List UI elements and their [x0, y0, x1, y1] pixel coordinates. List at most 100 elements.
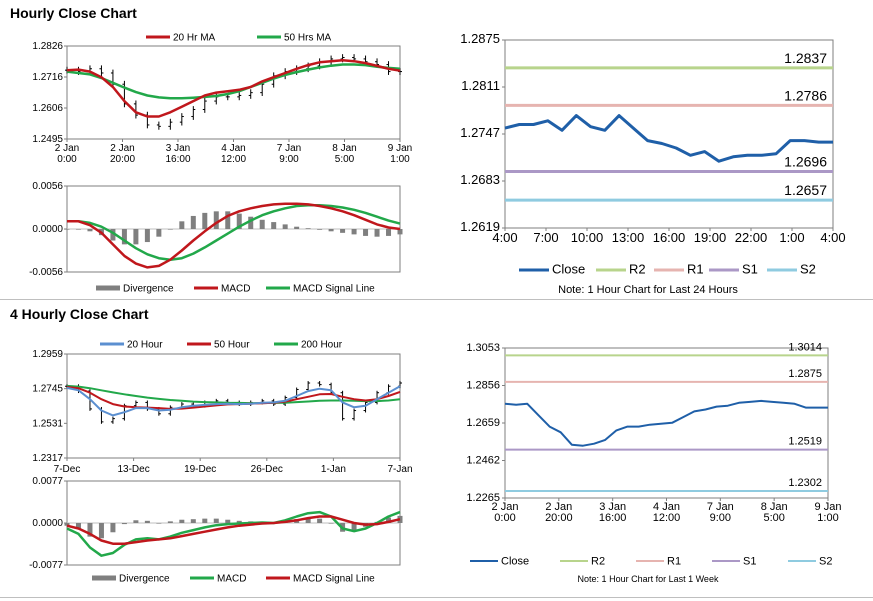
four-hourly-section-title: 4 Hourly Close Chart	[10, 306, 149, 322]
divergence-bar	[236, 213, 242, 229]
divergence-bar	[64, 229, 70, 230]
legend-label: R1	[687, 262, 704, 277]
legend-item: S2	[767, 262, 816, 277]
x-tick-label: 4:00	[492, 230, 517, 245]
legend-item: MACD	[190, 574, 246, 585]
y-tick-label: 1.2619	[460, 219, 500, 234]
ma50-line	[66, 63, 401, 100]
legend-label: Divergence	[119, 574, 170, 585]
legend-label: 20 Hr MA	[173, 33, 216, 44]
legend-label: Divergence	[123, 284, 174, 295]
level-label-r2: 1.2837	[784, 50, 827, 66]
x-tick-label: 8 Jan	[332, 143, 356, 154]
y-tick-label: -0.0077	[29, 560, 63, 571]
divergence-bar	[397, 229, 403, 235]
y-tick-label: -0.0056	[29, 267, 63, 278]
divergence-bar	[225, 211, 231, 229]
divergence-bar	[190, 519, 196, 523]
divergence-bar	[340, 229, 346, 233]
x-tick-label: 5:00	[763, 512, 784, 524]
legend-item: R2	[596, 262, 646, 277]
legend-label: 50 Hour	[214, 340, 250, 351]
y-tick-label: 1.3053	[466, 342, 500, 354]
divergence-bar	[202, 212, 208, 229]
divergence-bar	[386, 517, 392, 523]
legend-label: 200 Hour	[301, 340, 343, 351]
divergence-bar	[317, 518, 323, 523]
divergence-bar	[351, 229, 357, 235]
legend-label: MACD	[217, 574, 246, 585]
y-tick-label: 1.2811	[461, 78, 500, 93]
x-tick-label: 13:00	[612, 230, 645, 245]
legend-item: S2	[788, 556, 832, 568]
macd-signal-line	[67, 203, 401, 261]
legend-item: S1	[712, 556, 756, 568]
y-tick-label: 1.2826	[32, 41, 63, 52]
y-tick-label: 1.2462	[466, 455, 500, 467]
y-tick-label: 1.2875	[460, 31, 500, 46]
x-tick-label: 16:00	[653, 230, 686, 245]
y-tick-label: 1.2659	[466, 417, 500, 429]
x-tick-label: 1:00	[817, 512, 838, 524]
legend-item: MACD Signal Line	[266, 284, 375, 295]
divergence-bar	[133, 229, 139, 245]
macd-line	[67, 202, 401, 269]
divergence-bar	[328, 229, 334, 232]
y-tick-label: 1.2856	[466, 380, 500, 392]
y-tick-label: 1.2683	[460, 172, 500, 187]
legend-label: MACD Signal Line	[293, 574, 375, 585]
y-tick-label: 1.2716	[32, 72, 63, 83]
divergence-bar	[121, 523, 127, 525]
divergence-bar	[167, 229, 173, 230]
legend-item: Close	[519, 262, 585, 277]
x-tick-label: 2 Jan	[545, 501, 572, 513]
divergence-bar	[236, 520, 242, 523]
legend-label: R1	[667, 556, 681, 568]
x-tick-label: 3 Jan	[166, 143, 190, 154]
y-tick-label: 1.2747	[460, 125, 500, 140]
macd-line	[66, 510, 401, 557]
x-tick-label: 7 Jan	[277, 143, 301, 154]
x-tick-label: 8 Jan	[761, 501, 788, 513]
legend-item: 50 Hour	[187, 340, 250, 351]
x-tick-label: 1:00	[779, 230, 804, 245]
divergence-bar	[167, 521, 173, 523]
y-tick-label: 0.0077	[32, 476, 63, 487]
divergence-bar	[363, 229, 369, 236]
x-tick-label: 2 Jan	[55, 143, 79, 154]
divergence-bar	[271, 222, 277, 229]
x-tick-label: 19:00	[694, 230, 727, 245]
legend-item: R2	[560, 556, 605, 568]
legend-label: S1	[743, 556, 756, 568]
x-tick-label: 7:00	[533, 230, 558, 245]
x-tick-label: 12:00	[221, 154, 246, 165]
legend-item: S1	[709, 262, 758, 277]
legend-label: S2	[819, 556, 832, 568]
legend-item: Divergence	[96, 284, 174, 295]
x-tick-label: 4 Jan	[653, 501, 680, 513]
hourly-macd-chart: 0.0056 0.0000 -0.0056 Divergence MACD MACD Si…	[29, 181, 403, 295]
close-series-line	[504, 114, 833, 163]
level-label-s1: 1.2519	[788, 436, 822, 448]
legend-label: MACD	[221, 284, 250, 295]
legend-item: Close	[470, 556, 529, 568]
divergence-bars	[64, 211, 403, 245]
x-tick-label: 20:00	[545, 512, 573, 524]
x-tick-label: 12:00	[653, 512, 681, 524]
legend-label: 20 Hour	[127, 340, 163, 351]
ma20-line	[66, 385, 401, 417]
legend-label: S1	[742, 262, 758, 277]
x-tick-label: 0:00	[494, 512, 515, 524]
divergence-bar	[386, 229, 392, 236]
legend-item: 20 Hour	[100, 340, 163, 351]
bottom-divider	[0, 597, 873, 598]
four-hourly-macd-chart: 0.0077 0.0000 -0.0077 Divergence MACD MACD Si…	[29, 476, 403, 585]
divergence-bar	[179, 221, 185, 229]
x-tick-label: 10:00	[571, 230, 604, 245]
divergence-bar	[87, 229, 93, 232]
legend-item: 20 Hr MA	[146, 33, 216, 44]
x-tick-label: 1-Jan	[321, 464, 346, 475]
level-label-r1: 1.2786	[784, 87, 827, 103]
